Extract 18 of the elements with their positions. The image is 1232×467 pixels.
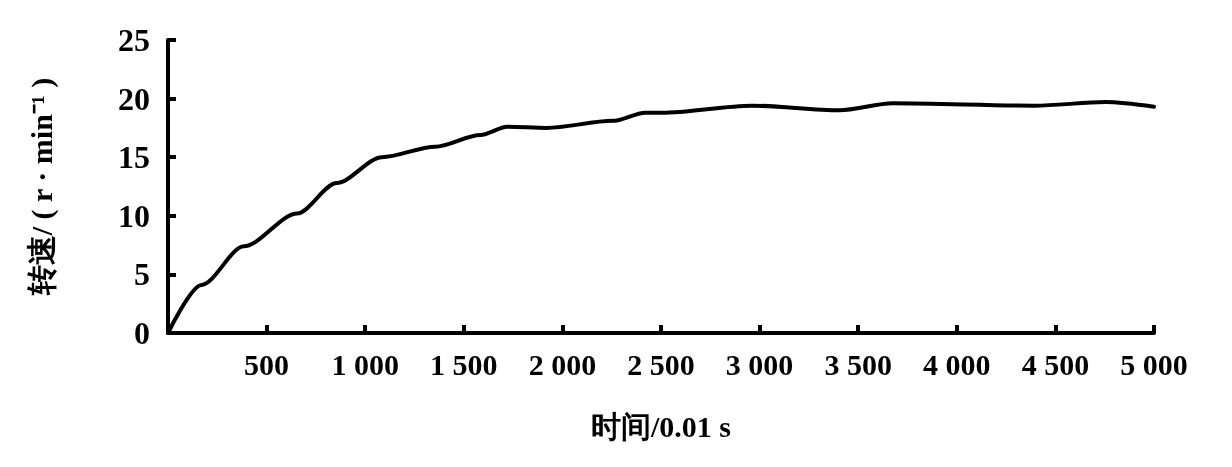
y-axis-title: 转速/ ( r · min⁻¹ ) [24,77,59,297]
y-tick-label: 20 [118,80,150,117]
x-tick-label: 2 000 [528,347,597,381]
x-tick-label: 3 000 [725,347,794,381]
y-tick-label: 15 [118,139,150,176]
x-tick-label: 3 500 [824,347,892,381]
x-tick-label: 4 000 [923,347,991,381]
y-tick-label: 10 [118,197,150,234]
x-tick-label: 1 500 [430,347,498,381]
x-tick-label: 5 000 [1120,347,1188,381]
x-tick-label: 2 500 [627,347,695,381]
x-tick-label: 4 500 [1021,347,1090,381]
x-tick-label: 500 [244,347,290,381]
x-axis-title: 时间/0.01 s [590,409,732,443]
x-tick-label: 1 000 [331,347,399,381]
y-tick-label: 25 [118,22,150,58]
y-tick-label: 5 [134,256,150,293]
y-tick-label: 0 [134,315,150,351]
